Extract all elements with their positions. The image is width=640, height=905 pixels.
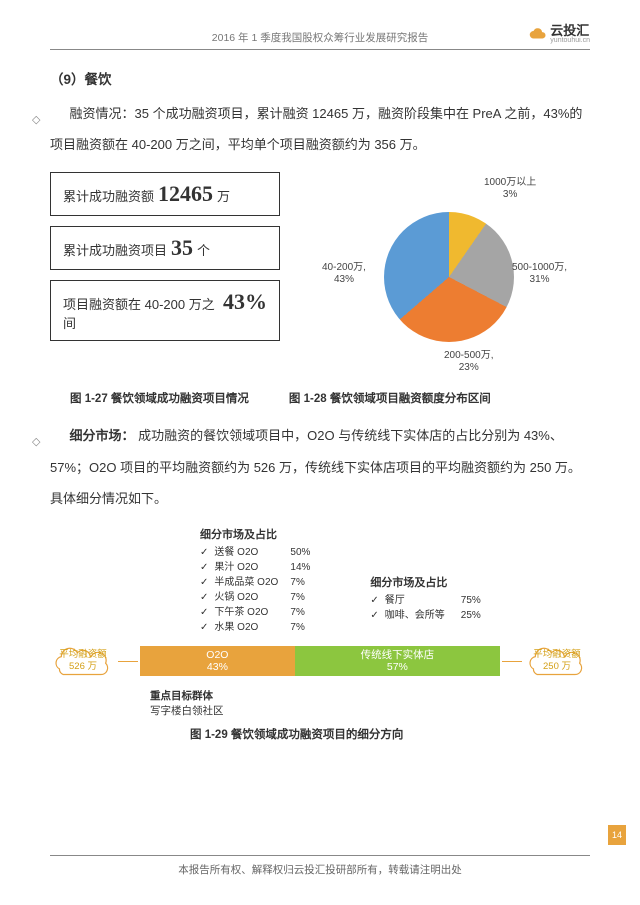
connector-line	[502, 661, 522, 663]
check-icon: ✓	[200, 545, 208, 560]
check-icon: ✓	[370, 608, 378, 623]
list-item: ✓餐厅75%	[370, 593, 480, 608]
logo: 云投汇 yuntouhui.cn	[529, 24, 590, 44]
cloud-icon	[529, 25, 547, 43]
list-item: ✓火锅 O2O7%	[200, 590, 310, 605]
market-col-offline: 细分市场及占比 ✓餐厅75%✓咖啡、会所等25%	[370, 574, 480, 635]
list-item: ✓半成品菜 O2O7%	[200, 575, 310, 590]
fig29-caption: 图 1-29 餐饮领域成功融资项目的细分方向	[190, 726, 590, 742]
para1-text: 融资情况：35 个成功融资项目，累计融资 12465 万，融资阶段集中在 Pre…	[50, 106, 582, 152]
stat-box-range: 项目融资额在 40-200 万之间 43%	[50, 280, 280, 341]
pie-label-1000plus: 1000万以上3%	[484, 177, 536, 201]
pie-label-200-500: 200-500万,23%	[444, 350, 493, 374]
header-title: 2016 年 1 季度我国股权众筹行业发展研究报告	[212, 30, 428, 45]
stat3-value: 43%	[223, 289, 267, 315]
check-icon: ✓	[370, 593, 378, 608]
section-title: （9）餐饮	[50, 68, 590, 88]
market-block: 细分市场及占比 ✓送餐 O2O50%✓果汁 O2O14%✓半成品菜 O2O7%✓…	[50, 526, 590, 742]
stat1-value: 12465	[158, 181, 213, 207]
stat-box-projects: 累计成功融资项目 35 个	[50, 226, 280, 270]
logo-cn: 云投汇	[550, 24, 590, 37]
paragraph-market: ◇ 细分市场： 成功融资的餐饮领域项目中，O2O 与传统线下实体店的占比分别为 …	[50, 420, 590, 514]
col2-title: 细分市场及占比	[370, 574, 480, 590]
check-icon: ✓	[200, 590, 208, 605]
check-icon: ✓	[200, 575, 208, 590]
bar-segment: O2O43%	[140, 646, 295, 676]
list-item: ✓水果 O2O7%	[200, 620, 310, 635]
stat1-unit: 万	[217, 186, 230, 205]
paragraph-financing: ◇ 融资情况：35 个成功融资项目，累计融资 12465 万，融资阶段集中在 P…	[50, 98, 590, 160]
fig27-caption: 图 1-27 餐饮领域成功融资项目情况	[70, 390, 249, 406]
cloud-left: 平均融资额526 万	[50, 641, 116, 682]
page-footer: 本报告所有权、解释权归云投汇投研部所有，转载请注明出处	[50, 855, 590, 877]
fig28-caption: 图 1-28 餐饮领域项目融资额度分布区间	[289, 390, 491, 406]
stat1-label: 累计成功融资额	[63, 186, 154, 205]
market-col-o2o: 细分市场及占比 ✓送餐 O2O50%✓果汁 O2O14%✓半成品菜 O2O7%✓…	[200, 526, 310, 635]
focus-title: 重点目标群体	[150, 688, 590, 703]
logo-en: yuntouhui.cn	[550, 37, 590, 44]
focus-body: 写字楼白领社区	[150, 703, 590, 718]
list-item: ✓果汁 O2O14%	[200, 560, 310, 575]
col1-title: 细分市场及占比	[200, 526, 310, 542]
bar-segment: 传统线下实体店57%	[295, 646, 500, 676]
figure-captions-row: 图 1-27 餐饮领域成功融资项目情况 图 1-28 餐饮领域项目融资额度分布区…	[70, 390, 590, 406]
bar-row: 平均融资额526 万 O2O43%传统线下实体店57% 平均融资额250 万	[50, 641, 590, 682]
market-lists: 细分市场及占比 ✓送餐 O2O50%✓果汁 O2O14%✓半成品菜 O2O7%✓…	[200, 526, 590, 635]
connector-line	[118, 661, 138, 663]
focus-box: 重点目标群体 写字楼白领社区	[150, 688, 590, 718]
stat3-label: 项目融资额在 40-200 万之间	[63, 294, 219, 332]
list-item: ✓咖啡、会所等25%	[370, 608, 480, 623]
pie-chart: 40-200万,43% 200-500万,23% 500-1000万,31% 1…	[294, 172, 590, 382]
page-header: 2016 年 1 季度我国股权众筹行业发展研究报告 云投汇 yuntouhui.…	[50, 30, 590, 50]
cloud-right: 平均融资额250 万	[524, 641, 590, 682]
para2-prefix: 细分市场：	[70, 428, 135, 443]
check-icon: ✓	[200, 605, 208, 620]
pie-label-500-1000: 500-1000万,31%	[512, 262, 567, 286]
stat-box-amount: 累计成功融资额 12465 万	[50, 172, 280, 216]
stat2-unit: 个	[197, 240, 210, 259]
stat2-label: 累计成功融资项目	[63, 240, 167, 259]
check-icon: ✓	[200, 560, 208, 575]
stat2-value: 35	[171, 235, 193, 261]
stats-column: 累计成功融资额 12465 万 累计成功融资项目 35 个 项目融资额在 40-…	[50, 172, 280, 341]
list-item: ✓送餐 O2O50%	[200, 545, 310, 560]
pie-graphic	[384, 212, 514, 342]
page-number-badge: 14	[608, 825, 626, 845]
list-item: ✓下午茶 O2O7%	[200, 605, 310, 620]
figure-row-1: 累计成功融资额 12465 万 累计成功融资项目 35 个 项目融资额在 40-…	[50, 172, 590, 382]
pie-label-40-200: 40-200万,43%	[322, 262, 366, 286]
diamond-bullet-icon: ◇	[32, 107, 40, 133]
stacked-bar: O2O43%传统线下实体店57%	[140, 646, 500, 676]
check-icon: ✓	[200, 620, 208, 635]
diamond-bullet-icon: ◇	[32, 429, 40, 455]
